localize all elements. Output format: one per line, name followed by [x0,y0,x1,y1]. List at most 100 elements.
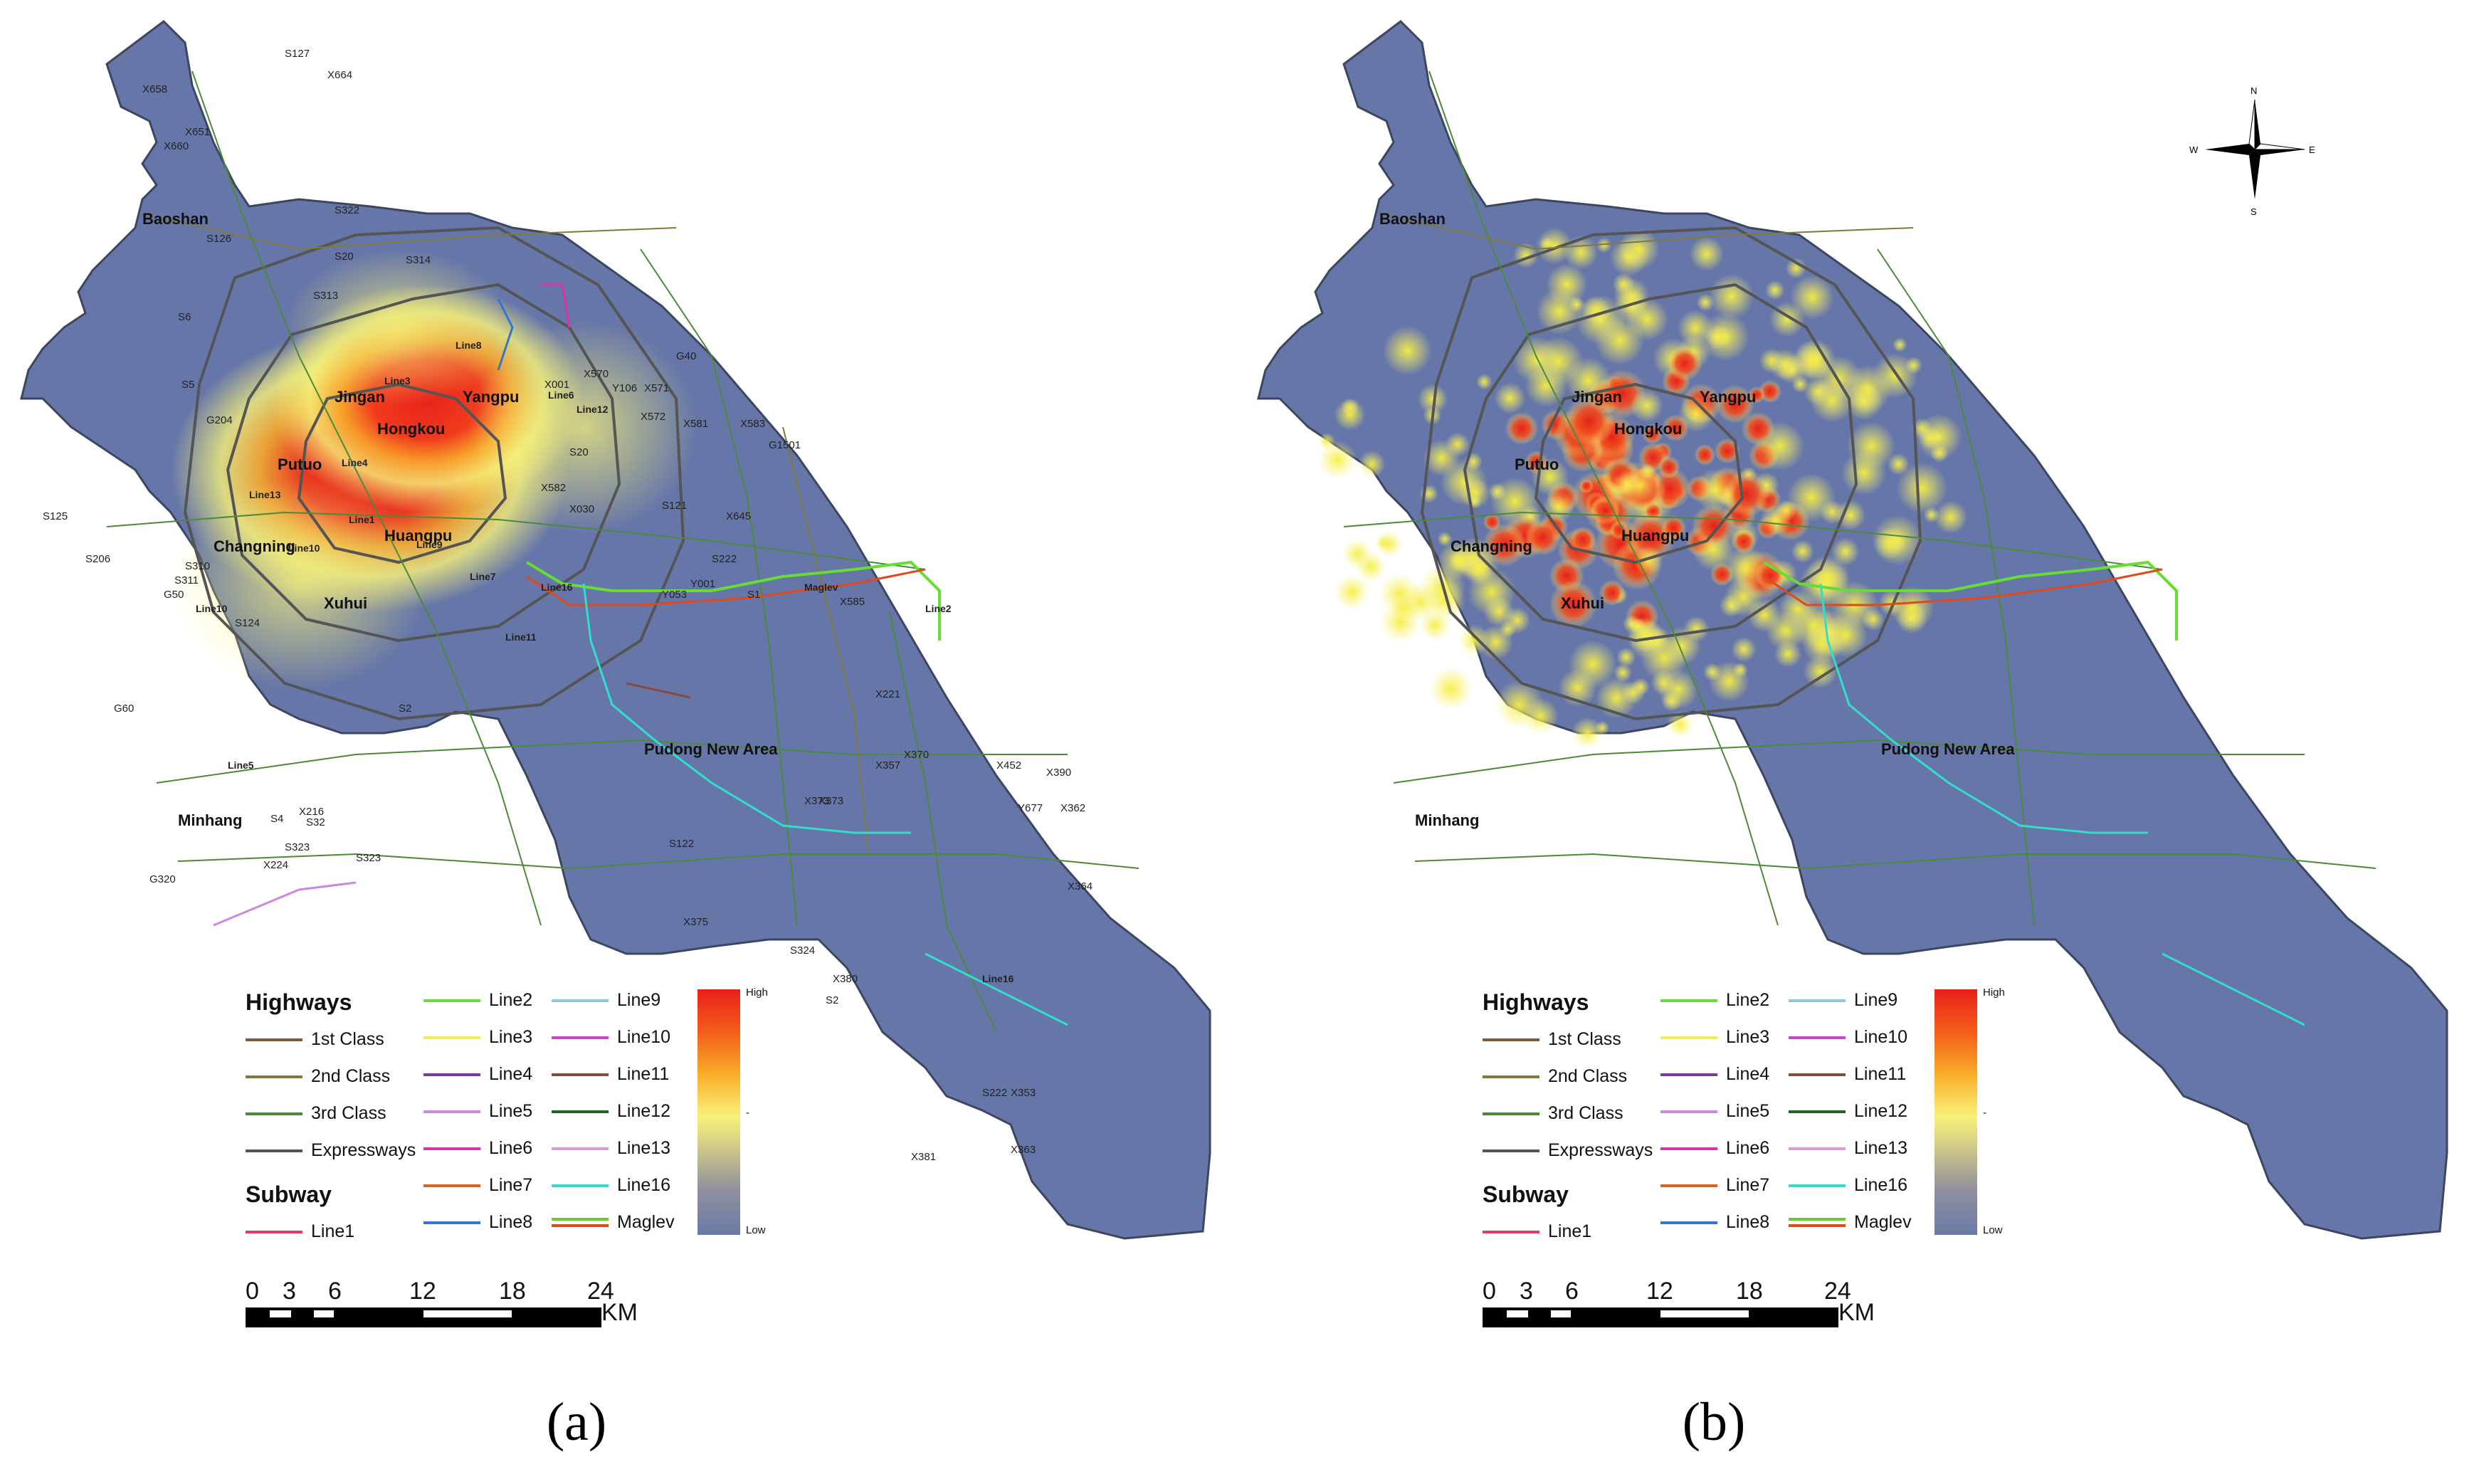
legend-subway-title: Subway [246,1182,332,1207]
scale-bar-b: 0 3 6 12 18 24 KM [1483,1278,1875,1327]
road-label: Y001 [690,578,715,590]
svg-text:E: E [2309,144,2315,155]
heat-spot [1748,386,1766,404]
heat-spot [1613,470,1640,498]
road-label: X373 [804,795,829,807]
heat-spot [1382,325,1433,376]
road-label: X570 [584,368,609,380]
road-label: S314 [406,254,431,266]
heat-spot [1568,640,1617,688]
legend-item-line13: Line13 [552,1137,670,1159]
heat-spot [1731,636,1757,662]
road-label: G50 [164,589,184,601]
heat-spot [1759,348,1784,374]
road-label: G204 [206,414,233,426]
subway-line-label: Line11 [505,631,537,643]
subway-line-label: Line16 [541,582,573,593]
road-label: S2 [399,702,411,715]
district-label-baoshan: Baoshan [142,210,209,228]
caption-b: (b) [1682,1392,1746,1452]
subway-line-label: Line1 [349,514,375,525]
caption-a: (a) [546,1392,607,1452]
heat-spot [1930,443,1949,463]
heat-spot [1696,293,1715,312]
svg-text:S: S [2251,206,2257,217]
heat-spot [1596,237,1612,253]
middle-ring-a [226,283,621,643]
road-label: G60 [114,702,134,715]
map-panel-a: Baoshan Jingan Yangpu Hongkou Putuo Changning… [20,20,1211,1452]
district-label-baoshan: Baoshan [1379,210,1446,228]
ramp-low-label: Low [746,1224,766,1236]
heat-spot [1389,593,1419,623]
subway-line-label: Line3 [384,375,411,386]
heat-spot [1599,579,1626,606]
road-label: X224 [263,859,288,871]
road-label: X452 [996,759,1021,772]
legend-item-line11: Line11 [552,1063,669,1085]
heat-spot [1358,450,1386,478]
heat-spot [1923,507,1939,523]
heat-spot [1755,560,1786,591]
district-label-minhang: Minhang [1415,811,1479,829]
legend-item-line12: Line12 [552,1100,670,1122]
road-label: S5 [181,379,194,391]
legend-item-line6: Line6 [423,1137,532,1159]
heat-spot [1893,337,1907,352]
road-label: X651 [185,126,210,138]
road-label: S32 [306,816,325,828]
heat-spot [1689,236,1725,271]
road-label: S125 [43,510,68,522]
heat-spot [1458,477,1491,509]
road-label: S322 [335,204,359,216]
heat-spot [1525,364,1567,407]
heat-spot [1861,608,1885,631]
inner-ring-a [297,382,507,564]
district-label-yangpu: Yangpu [1700,388,1756,406]
heat-spot [1642,423,1663,444]
heat-spot [1334,399,1366,431]
heat-spot [1590,495,1621,526]
ramp-mid-label: - [746,1107,749,1119]
line2-a [525,560,941,641]
district-label-minhang: Minhang [178,811,242,829]
legend-item-line1: Line1 [246,1221,354,1242]
subway-line-label: Line2 [925,603,952,614]
heat-spot [1846,421,1896,470]
heat-spot [1790,275,1834,320]
road-label: X373 [818,795,843,807]
heat-spot [1375,534,1392,552]
legend-item-line9: Line9 [552,989,660,1011]
heat-spot [1419,609,1451,641]
heat-spot [1692,504,1736,548]
district-label-changning: Changning [214,537,295,555]
subway-line-label: Line10 [196,603,228,614]
heat-spot [1631,678,1650,696]
subway-line-label: Line9 [416,539,443,550]
road-label: X582 [541,482,566,494]
road-label: X571 [644,382,669,394]
heat-spot [1658,670,1698,710]
legend-item-line16: Line16 [552,1174,670,1196]
heat-spot [1503,606,1531,634]
heat-spot [1795,339,1836,380]
heat-spot [1678,395,1715,432]
map-a-svg: Baoshan Jingan Yangpu Hongkou Putuo Changning… [20,20,1211,1240]
road-label: X001 [544,379,569,391]
heat-spot [1616,647,1636,667]
subway-line-label: Maglev [804,582,838,593]
heat-spot [1564,396,1615,447]
road-label: S323 [356,852,381,864]
subway-line-label: Line4 [342,457,368,468]
heat-spot [1873,527,1907,559]
road-label: X375 [683,916,708,928]
density-ramp [698,989,740,1235]
road-label: S1 [747,589,760,601]
district-label-putuo: Putuo [1515,456,1559,473]
legend-item-line2: Line2 [423,989,532,1011]
road-label: X572 [641,411,665,423]
road-label: X364 [1068,880,1093,893]
subway-line-label: Line5 [228,759,254,771]
heat-spot [1594,315,1645,366]
road-label: S222 [982,1087,1007,1099]
